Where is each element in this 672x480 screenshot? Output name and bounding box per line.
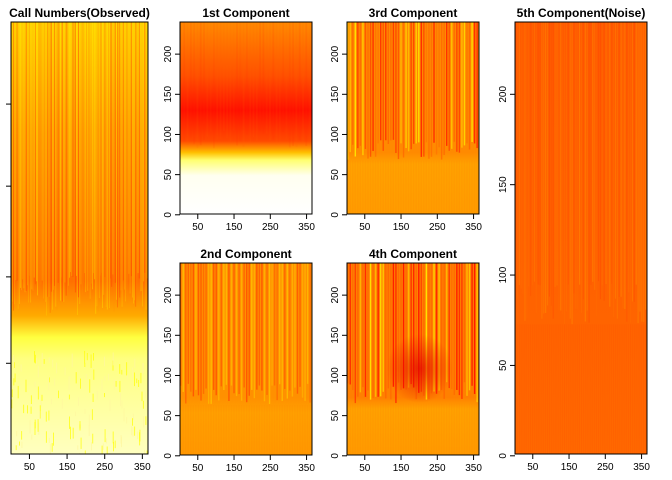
- y-tick-label: 100: [330, 367, 341, 384]
- y-tick-label: 100: [330, 126, 341, 143]
- panel-title: 5th Component(Noise): [517, 6, 646, 20]
- x-tick-label: 250: [262, 222, 279, 233]
- y-tick-label: 0: [163, 212, 174, 218]
- x-tick-label: 50: [24, 462, 36, 473]
- panel-frame: [10, 21, 149, 455]
- panel-4: 3rd Component 50 150 250 350 0 50 100 150 200: [330, 6, 482, 233]
- x-tick-label: 150: [561, 462, 578, 473]
- x-tick-label: 50: [359, 222, 371, 233]
- panel-title: 4th Component: [369, 247, 457, 261]
- y-tick-label: 50: [330, 169, 341, 181]
- y-tick-label: 50: [163, 410, 174, 422]
- x-tick-label: 250: [262, 463, 279, 474]
- panel-title: 3rd Component: [369, 6, 458, 20]
- panel-5: 4th Component 50 150 250 350 0 50 100 150 200: [330, 247, 482, 474]
- panel-1: Call Numbers(Observed) 50 150 250 350: [6, 6, 151, 473]
- x-tick-label: 350: [134, 462, 151, 473]
- x-tick-label: 250: [96, 462, 113, 473]
- y-tick-label: 0: [498, 453, 509, 459]
- y-tick-label: 50: [330, 410, 341, 422]
- y-tick-label: 50: [163, 169, 174, 181]
- y-tick-label: 100: [163, 126, 174, 143]
- y-tick-label: 0: [330, 212, 341, 218]
- panel-frame: [179, 21, 313, 215]
- x-tick-label: 250: [429, 463, 446, 474]
- y-tick-label: 150: [330, 327, 341, 344]
- x-tick-label: 250: [597, 462, 614, 473]
- y-tick-label: 100: [498, 266, 509, 283]
- panel-3: 2nd Component 50 150 250 350 0 50 100 150 200: [163, 247, 315, 474]
- y-tick-label: 150: [163, 327, 174, 344]
- y-tick-label: 200: [330, 286, 341, 303]
- x-tick-label: 250: [429, 222, 446, 233]
- y-tick-label: 150: [163, 86, 174, 103]
- panel-title: 2nd Component: [200, 247, 291, 261]
- x-tick-label: 150: [226, 222, 243, 233]
- x-tick-label: 350: [633, 462, 650, 473]
- y-tick-label: 150: [330, 86, 341, 103]
- y-tick-label: 200: [163, 286, 174, 303]
- x-tick-label: 350: [298, 463, 315, 474]
- panel-2: 1st Component 50 150 250 350 0 50 100 150 200: [163, 6, 315, 233]
- x-tick-label: 50: [359, 463, 371, 474]
- panel-6: 5th Component(Noise) 50 150 250 350 0 50 100 150…: [498, 6, 650, 473]
- y-tick-label: 200: [330, 45, 341, 62]
- panel-title: Call Numbers(Observed): [9, 6, 150, 20]
- x-tick-label: 50: [527, 462, 539, 473]
- x-tick-label: 150: [59, 462, 76, 473]
- y-tick-label: 0: [163, 453, 174, 459]
- x-tick-label: 50: [192, 463, 204, 474]
- y-tick-label: 50: [498, 359, 509, 371]
- panel-frame: [179, 262, 313, 456]
- panel-frame: [346, 21, 480, 215]
- x-tick-label: 350: [465, 463, 482, 474]
- y-tick-label: 200: [498, 86, 509, 103]
- panel-frame: [346, 262, 480, 456]
- y-tick-label: 200: [163, 45, 174, 62]
- y-tick-label: 100: [163, 367, 174, 384]
- panel-frame: [514, 21, 648, 455]
- y-tick-label: 0: [330, 453, 341, 459]
- x-tick-label: 150: [393, 463, 410, 474]
- panel-title: 1st Component: [202, 6, 289, 20]
- x-tick-label: 150: [393, 222, 410, 233]
- x-tick-label: 50: [192, 222, 204, 233]
- x-tick-label: 350: [298, 222, 315, 233]
- x-tick-label: 150: [226, 463, 243, 474]
- y-tick-label: 150: [498, 176, 509, 193]
- x-tick-label: 350: [465, 222, 482, 233]
